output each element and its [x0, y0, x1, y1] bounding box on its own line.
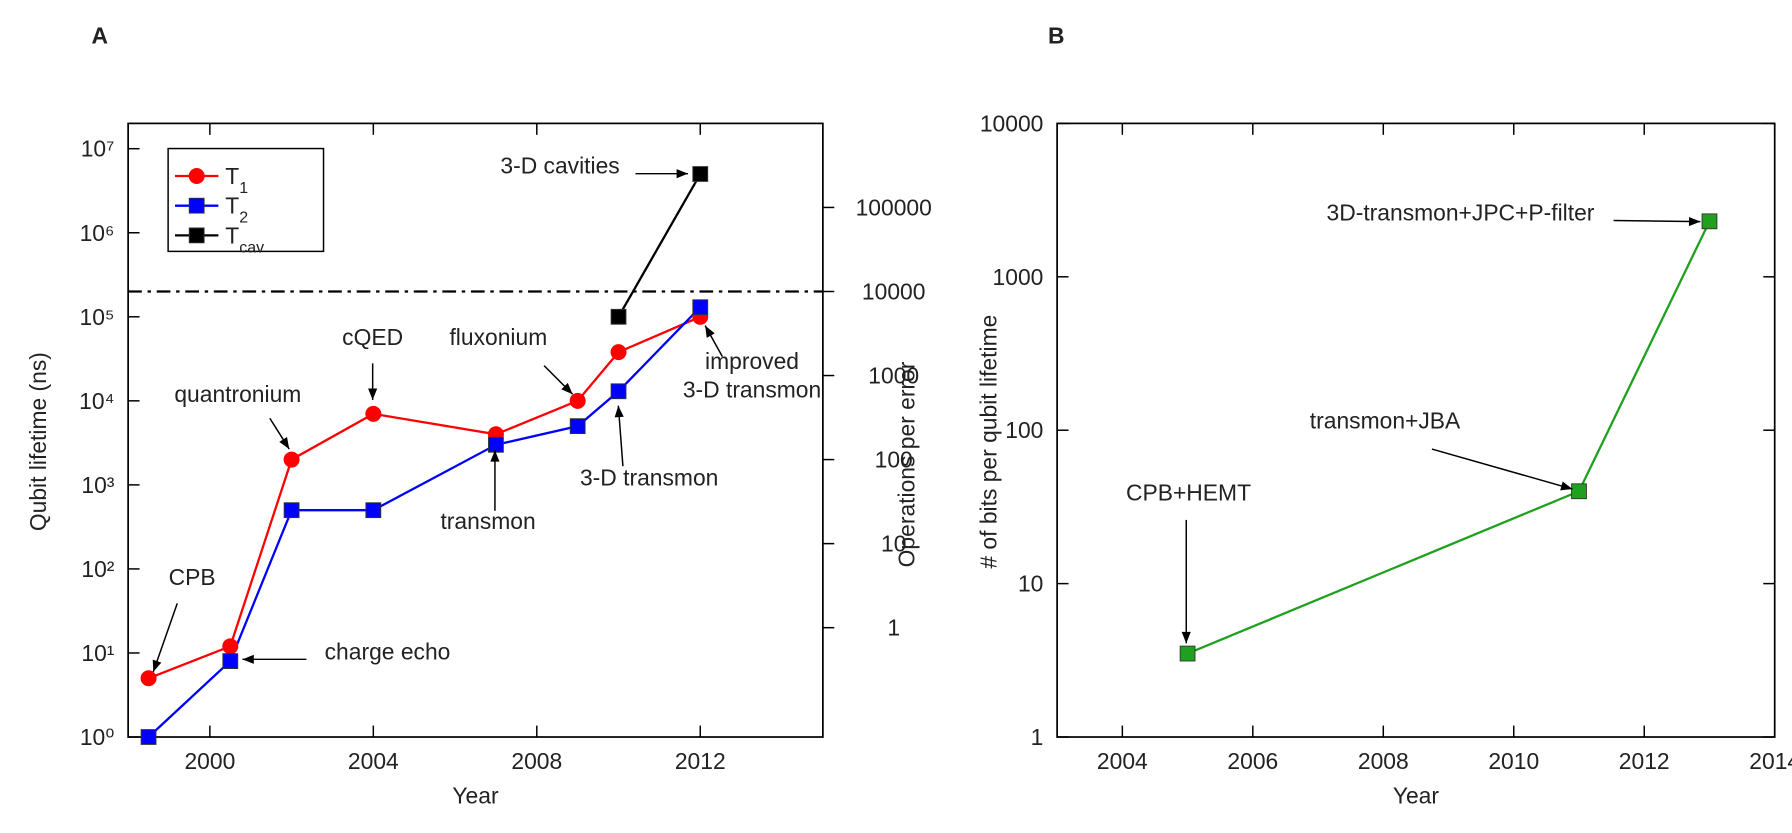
marker [222, 638, 239, 655]
x-tick-label: 2006 [1227, 748, 1278, 774]
marker [569, 418, 586, 435]
annotation: cQED [342, 324, 403, 350]
annotation: charge echo [325, 638, 451, 664]
y2-tick-label: 10000 [862, 278, 926, 304]
marker [1571, 483, 1587, 500]
annotation-arrowhead [561, 382, 573, 395]
x-tick-label: 2010 [1488, 748, 1539, 774]
annotation-arrowhead [1688, 216, 1701, 227]
marker [488, 436, 504, 453]
x-tick-label: 2012 [1619, 748, 1670, 774]
marker [283, 502, 300, 519]
y-tick-label: 10⁵ [80, 304, 115, 330]
marker [140, 729, 157, 745]
y-tick-label: 10000 [980, 110, 1044, 136]
marker [610, 344, 627, 361]
y2-tick-label: 1000 [868, 363, 919, 389]
x-tick-label: 2008 [1358, 748, 1409, 774]
y2-tick-label: 100000 [856, 194, 932, 220]
marker [222, 653, 239, 670]
annotation: transmon+JBA [1310, 407, 1461, 433]
x-tick-label: 2008 [511, 748, 562, 774]
series-line [147, 306, 702, 738]
y-axis-label: # of bits per qubit lifetime [976, 315, 1002, 569]
annotation-arrowhead [614, 405, 624, 418]
x-tick-label: 2004 [348, 748, 399, 774]
y2-tick-label: 10 [881, 531, 906, 557]
panel-label: A [92, 22, 109, 48]
annotation: transmon [440, 508, 535, 534]
marker [1701, 213, 1718, 230]
annotation-arrowhead [368, 388, 378, 400]
y-tick-label: 100 [1005, 417, 1043, 443]
y-tick-label: 10⁴ [79, 388, 114, 414]
y-tick-label: 1 [1031, 724, 1044, 750]
annotation-arrowhead [1560, 481, 1573, 491]
annotation: fluxonium [449, 324, 547, 350]
annotation: 3-D cavities [500, 153, 619, 179]
y-axis-label: Qubit lifetime (ns) [25, 352, 51, 531]
marker [140, 670, 157, 687]
y-tick-label: 10⁷ [81, 136, 115, 162]
y-tick-label: 10¹ [81, 640, 114, 666]
panel-label: B [1048, 22, 1065, 48]
x-tick-label: 2000 [184, 748, 235, 774]
y2-axis-label: Operations per error [893, 361, 919, 567]
y2-tick-label: 100 [875, 447, 913, 473]
marker [283, 451, 300, 468]
x-axis-label: Year [1393, 782, 1440, 808]
marker [569, 392, 586, 409]
y2-tick-label: 1 [887, 615, 900, 641]
marker [1179, 645, 1196, 662]
annotation-arrowhead [1181, 631, 1191, 644]
marker [365, 502, 382, 519]
marker [365, 405, 382, 422]
annotation-arrowhead [152, 659, 162, 672]
annotation-arrow [1431, 448, 1573, 490]
y-tick-label: 10⁰ [80, 724, 115, 750]
annotation-arrowhead [490, 450, 500, 462]
x-axis-label: Year [452, 782, 499, 808]
legend-marker [188, 227, 205, 244]
marker [610, 308, 627, 325]
annotation-arrowhead [242, 654, 254, 664]
annotation-arrowhead [705, 325, 715, 338]
plot-frame [127, 122, 824, 738]
annotation-arrowhead [279, 436, 290, 450]
x-tick-label: 2014 [1749, 748, 1792, 774]
marker [610, 383, 627, 400]
annotation: 3D-transmon+JPC+P-filter [1327, 200, 1595, 226]
marker [692, 166, 709, 182]
annotation: improved 3-D transmon [683, 348, 821, 403]
y-tick-label: 10² [81, 556, 114, 582]
y-tick-label: 10⁶ [80, 220, 115, 246]
y-tick-label: 1000 [993, 264, 1044, 290]
annotation-arrowhead [676, 169, 689, 179]
annotation-arrow [1613, 219, 1701, 223]
legend-marker [188, 197, 205, 214]
y-tick-label: 10³ [81, 472, 114, 498]
legend-marker [188, 167, 205, 184]
x-tick-label: 2012 [675, 748, 726, 774]
series-line [1187, 220, 1711, 655]
annotation: CPB+HEMT [1126, 479, 1251, 505]
annotation-arrow [152, 603, 178, 673]
annotation: CPB [169, 564, 216, 590]
marker [692, 299, 709, 316]
annotation: 3-D transmon [580, 465, 718, 491]
series-line [617, 173, 702, 318]
series-line [148, 315, 701, 680]
x-tick-label: 2004 [1097, 748, 1148, 774]
annotation: quantronium [174, 381, 301, 407]
y-tick-label: 10 [1018, 571, 1043, 597]
